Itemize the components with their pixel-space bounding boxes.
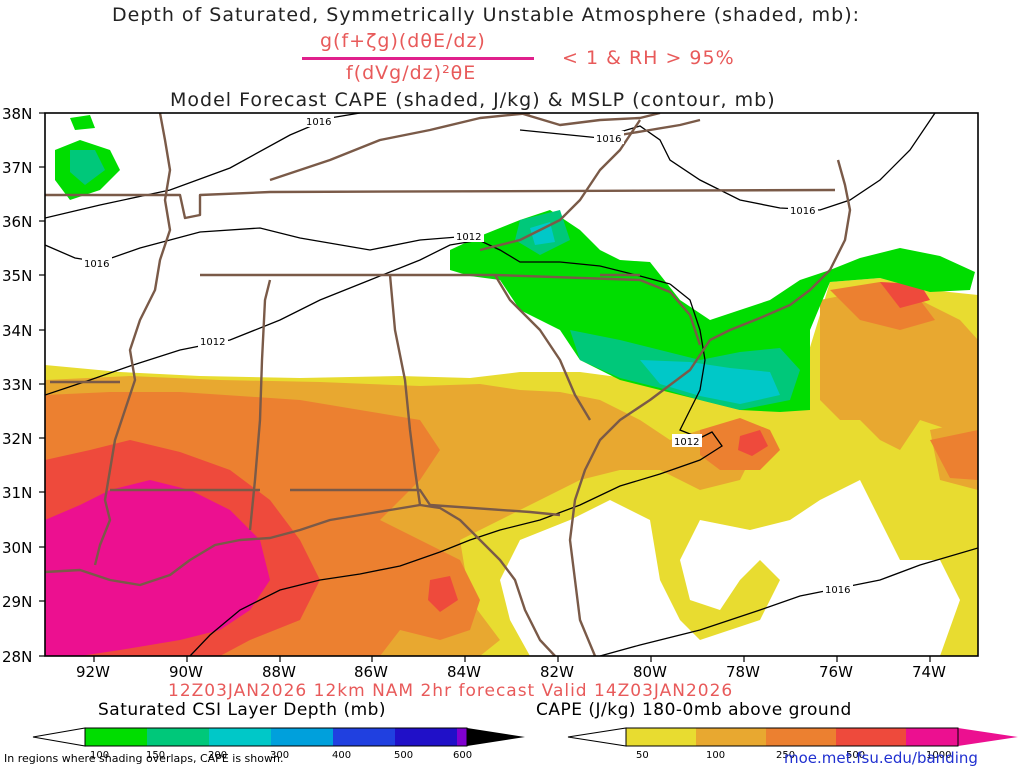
cape-tick: 100: [706, 750, 725, 761]
csi-color-swatch: [333, 728, 395, 746]
cape-tick: 50: [636, 750, 649, 761]
appalachia-border: [269, 113, 661, 252]
isobar-label: 1016: [306, 117, 331, 128]
csi-color-swatch: [395, 728, 457, 746]
csi-colorbar-title: Saturated CSI Layer Depth (mb): [98, 700, 387, 720]
csi-color-swatch: [457, 728, 467, 746]
title-line: Depth of Saturated, Symmetrically Unstab…: [112, 4, 861, 26]
lat-label: 31N: [2, 484, 32, 502]
lon-axis: [93, 656, 931, 662]
csi-tick: 500: [394, 750, 413, 761]
lon-label: 82W: [540, 663, 574, 681]
criterion-denominator: f(dVg/dz)²θE: [346, 62, 477, 84]
lon-label: 76W: [819, 663, 853, 681]
lat-label: 35N: [2, 267, 32, 285]
lon-label: 74W: [912, 663, 946, 681]
cape-shading: [45, 278, 978, 656]
state-borders: [45, 188, 836, 531]
isobar-label: 1016: [596, 134, 621, 145]
lat-label: 33N: [2, 376, 32, 394]
great-lakes-shore: [599, 118, 701, 142]
csi-tick: 400: [332, 750, 351, 761]
subtitle-line: Model Forecast CAPE (shaded, J/kg) & MSL…: [170, 89, 776, 111]
csi-tick: 600: [453, 750, 472, 761]
lon-label: 86W: [354, 663, 388, 681]
lat-label: 34N: [2, 322, 32, 340]
lat-label: 30N: [2, 539, 32, 557]
lat-label: 37N: [2, 159, 32, 177]
criterion-threshold: < 1 & RH > 95%: [562, 47, 735, 69]
lon-label: 88W: [262, 663, 296, 681]
source-link[interactable]: moe.met.fsu.edu/banding: [784, 749, 978, 767]
map-frame: [44, 112, 979, 657]
cape-color-swatch: [836, 728, 906, 746]
cape-color-swatch: [696, 728, 766, 746]
lon-label: 92W: [76, 663, 110, 681]
cape-color-swatch: [626, 728, 696, 746]
isobar-label: 1012: [456, 232, 481, 243]
lon-label: 80W: [633, 663, 667, 681]
cape-color-swatch: [906, 728, 958, 746]
mslp-contours: [45, 113, 978, 656]
overlap-note: In regions where shading overlaps, CAPE …: [4, 752, 284, 765]
lat-axis: [39, 112, 45, 657]
isobar-label: 1016: [790, 206, 815, 217]
valid-time: 12Z03JAN2026 12km NAM 2hr forecast Valid…: [168, 681, 734, 701]
isobar-label: 1012: [674, 437, 699, 448]
csi-color-swatch: [271, 728, 333, 746]
csi-color-swatch: [147, 728, 209, 746]
csi-color-swatch: [85, 728, 147, 746]
lat-label: 38N: [2, 105, 32, 123]
mississippi-river: [93, 113, 172, 566]
lat-label: 36N: [2, 213, 32, 231]
isobar-label: 1016: [825, 585, 850, 596]
cape-color-swatch: [766, 728, 836, 746]
fraction-bar: [302, 57, 534, 60]
isobar-labels: 1016 1016 1016 1016 1012 1012 1012 1016: [82, 114, 853, 596]
csi-color-swatch: [209, 728, 271, 746]
geography: [45, 113, 852, 656]
lon-label: 84W: [447, 663, 481, 681]
csi-shading: [55, 115, 975, 412]
lat-label: 32N: [2, 430, 32, 448]
lat-label: 29N: [2, 593, 32, 611]
criterion-numerator: g(f+ζg)(dθE/dz): [320, 30, 486, 52]
isobar-label: 1016: [84, 259, 109, 270]
lon-label: 90W: [169, 663, 203, 681]
coastline: [45, 159, 852, 656]
lon-label: 78W: [726, 663, 760, 681]
isobar-label: 1012: [200, 337, 225, 348]
lat-label: 28N: [2, 648, 32, 666]
cape-colorbar-title: CAPE (J/kg) 180-0mb above ground: [536, 700, 852, 720]
